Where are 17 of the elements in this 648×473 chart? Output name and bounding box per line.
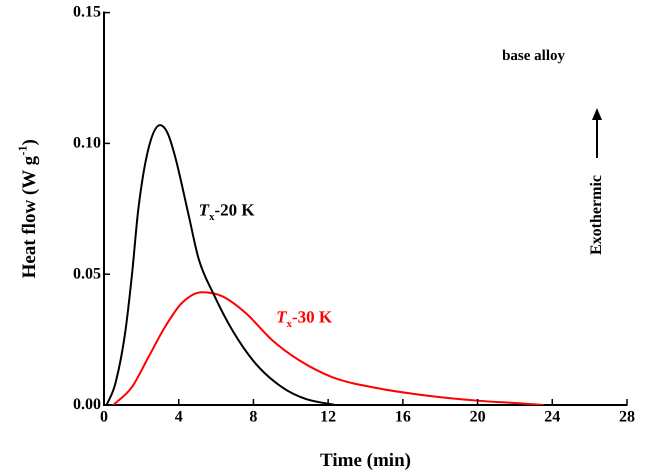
x-tick-label: 8	[249, 408, 258, 426]
x-tick-label: 4	[174, 408, 183, 426]
x-tick-label: 0	[100, 408, 108, 426]
x-tick-label: 24	[544, 408, 560, 426]
x-tick-label: 16	[394, 408, 411, 426]
annotation: base alloy	[502, 48, 566, 64]
y-tick-label: 0.10	[73, 134, 101, 152]
y-tick-label: 0.00	[73, 396, 101, 414]
y-tick-label: 0.05	[73, 265, 101, 282]
x-axis-title: Time (min)	[320, 450, 411, 471]
annotation: Exothermic	[588, 175, 606, 255]
x-tick-label: 28	[619, 408, 635, 426]
y-tick-label: 0.15	[73, 4, 101, 21]
y-axis-title: Heat flow (W g-1)	[15, 139, 40, 278]
x-tick-label: 12	[320, 408, 336, 426]
x-tick-label: 20	[470, 408, 486, 426]
line-series	[112, 291, 544, 405]
